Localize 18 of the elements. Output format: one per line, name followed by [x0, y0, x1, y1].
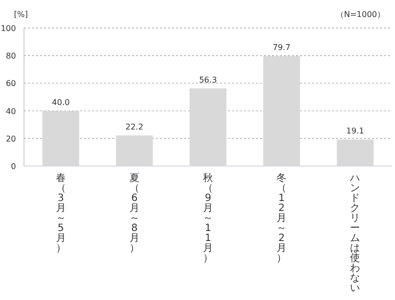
- x-tick-label: ハンドクリームは使わない: [350, 173, 360, 294]
- y-axis-title: [%]: [14, 10, 28, 19]
- data-label: 19.1: [346, 126, 364, 136]
- text: （N=1000）: [336, 10, 385, 19]
- x-tick-label: 冬（12月～2月）: [276, 173, 287, 264]
- data-label: 40.0: [52, 98, 70, 107]
- data-label: 22.2: [125, 122, 144, 132]
- y-tick-label: 40: [6, 106, 16, 116]
- y-tick-label: 0: [10, 162, 16, 171]
- y-tick-label: 100: [0, 24, 16, 33]
- x-tick-label: 夏（6月～8月）: [129, 173, 140, 254]
- y-tick-label: 80: [6, 52, 16, 61]
- data-label: 56.3: [199, 75, 217, 84]
- x-tick-label: 秋（9月～11月）: [203, 173, 213, 264]
- y-tick-label: 20: [6, 134, 16, 144]
- data-label: 79.7: [272, 43, 291, 52]
- x-tick-label: 春（3月～5月）: [56, 173, 66, 254]
- y-tick-label: 60: [6, 79, 16, 88]
